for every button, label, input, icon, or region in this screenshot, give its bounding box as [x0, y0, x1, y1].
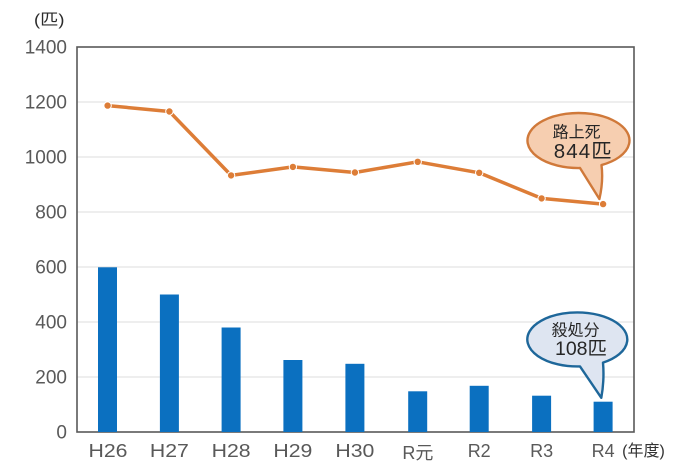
- svg-text:1200: 1200: [25, 93, 67, 114]
- svg-text:(年度): (年度): [622, 442, 665, 460]
- svg-text:H27: H27: [150, 441, 189, 461]
- svg-text:108匹: 108匹: [555, 338, 607, 360]
- svg-text:R3: R3: [530, 441, 553, 461]
- svg-text:R2: R2: [468, 441, 491, 461]
- svg-text:H26: H26: [89, 441, 128, 461]
- svg-text:600: 600: [35, 258, 67, 279]
- svg-text:R元: R元: [402, 443, 433, 463]
- svg-text:800: 800: [35, 203, 67, 224]
- svg-text:H30: H30: [335, 441, 374, 461]
- svg-text:1000: 1000: [25, 148, 67, 169]
- svg-text:殺処分: 殺処分: [552, 321, 600, 339]
- svg-text:844匹: 844匹: [554, 140, 612, 163]
- svg-text:400: 400: [35, 313, 67, 334]
- svg-text:路上死: 路上死: [553, 123, 601, 141]
- svg-text:H29: H29: [273, 441, 312, 461]
- svg-text:0: 0: [56, 423, 67, 444]
- svg-text:1400: 1400: [25, 38, 67, 59]
- svg-text:H28: H28: [212, 441, 251, 461]
- svg-text:200: 200: [35, 368, 67, 389]
- svg-text:(匹): (匹): [34, 12, 65, 29]
- svg-text:R4: R4: [592, 441, 615, 461]
